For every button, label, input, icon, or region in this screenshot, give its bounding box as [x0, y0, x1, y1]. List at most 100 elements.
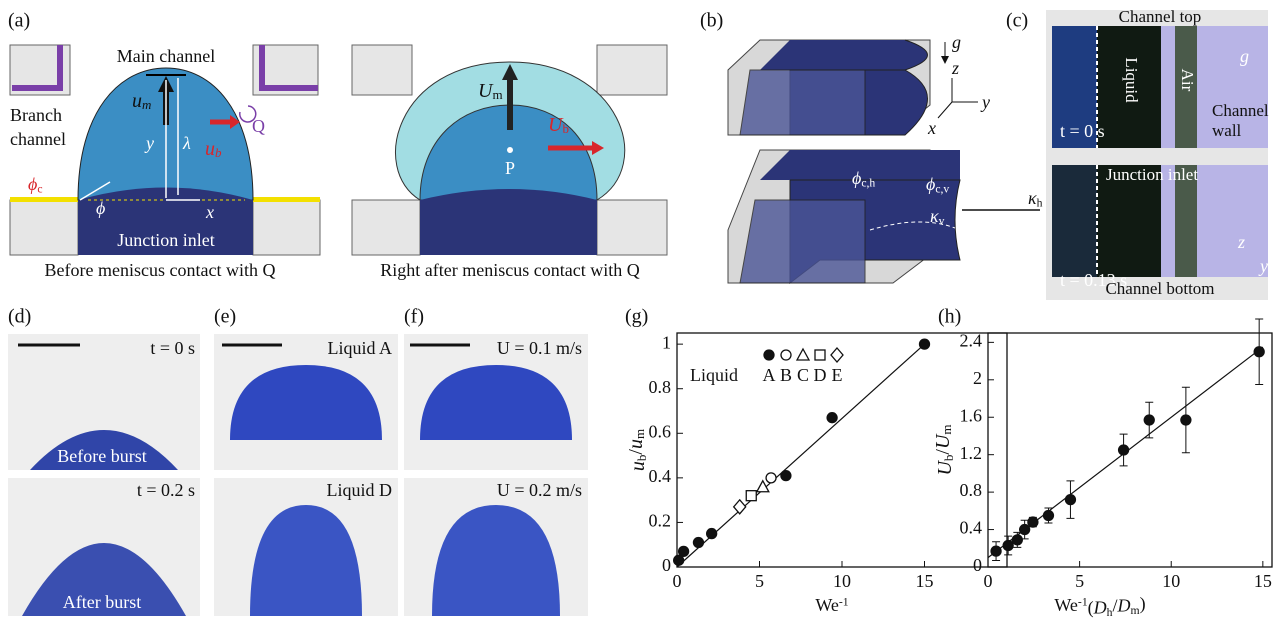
label: κh — [1028, 188, 1043, 209]
y-tick-label: 1 — [662, 332, 671, 352]
label-part: κ — [930, 206, 939, 226]
label-part: b — [562, 121, 569, 136]
x-tick-label: 5 — [755, 571, 764, 591]
point — [707, 529, 717, 539]
label: z — [951, 58, 959, 78]
label: x — [927, 118, 936, 138]
label-part: u — [132, 90, 142, 112]
panel-label: (d) — [8, 306, 31, 328]
label: t = 0 s — [150, 338, 195, 358]
point — [1144, 415, 1154, 425]
point — [920, 339, 930, 349]
label: Branch — [10, 105, 62, 125]
label: t = 0 s — [1060, 121, 1105, 141]
y-tick-label: 0.2 — [649, 511, 672, 531]
x-axis-label: We-1 — [815, 595, 848, 615]
label-part: We — [1054, 595, 1078, 615]
y-tick-label: 0.4 — [649, 466, 672, 486]
legend-label: D — [814, 365, 827, 385]
x-tick-label: 0 — [673, 571, 682, 591]
point — [827, 413, 837, 423]
label: P — [505, 158, 515, 178]
label-part: m — [142, 97, 151, 112]
y-axis-label: Ub/Um — [931, 424, 955, 475]
point — [815, 350, 825, 360]
label: Before burst — [57, 446, 146, 466]
panel-label: (e) — [214, 306, 236, 328]
label: Liquid A — [327, 338, 392, 358]
point — [831, 348, 843, 362]
label: Right after meniscus contact with Q — [380, 260, 639, 280]
photo-c — [1046, 10, 1268, 300]
label: Junction inlet — [117, 230, 215, 250]
point — [1119, 445, 1129, 455]
label: Liquid D — [327, 480, 393, 500]
label-part: We — [815, 595, 839, 615]
label-part: ϕ — [28, 174, 37, 194]
y-tick-label: 0.8 — [649, 377, 672, 397]
y-tick-label: 0 — [973, 555, 982, 575]
point — [734, 500, 746, 514]
label: y — [980, 92, 990, 112]
y-tick-label: 0.8 — [960, 480, 983, 500]
legend-label: C — [797, 365, 809, 385]
point — [797, 349, 809, 360]
panel-label: (g) — [625, 306, 648, 328]
panel-label: (b) — [700, 10, 723, 32]
label: wall — [1212, 121, 1242, 140]
schematic-a-left — [10, 45, 320, 255]
point — [991, 546, 1001, 556]
label-part: D — [1117, 596, 1131, 616]
label-part: ϕ — [926, 174, 935, 194]
label: Channel bottom — [1105, 279, 1214, 298]
point — [781, 350, 791, 360]
label-part: v — [939, 214, 945, 227]
label: channel — [10, 129, 66, 149]
label: Liquid — [1122, 57, 1141, 103]
x-tick-label: 10 — [833, 571, 851, 591]
x-tick-label: 10 — [1162, 571, 1180, 591]
label: g — [1240, 46, 1249, 66]
label: ϕc — [28, 174, 43, 195]
point — [764, 350, 774, 360]
label: ϕ — [96, 198, 105, 218]
label-part: ) — [1140, 594, 1146, 615]
label-part: b — [215, 145, 222, 160]
y-tick-label: 2 — [973, 368, 982, 388]
point — [1065, 495, 1075, 505]
label: Q — [252, 116, 265, 136]
label-part: u — [205, 138, 215, 160]
label-part: u — [624, 439, 646, 449]
label-part: m — [1131, 604, 1140, 617]
y-tick-label: 2.4 — [960, 330, 983, 350]
panel-label: (c) — [1006, 10, 1028, 32]
label: U = 0.2 m/s — [497, 480, 582, 500]
y-axis-label: ub/um — [624, 429, 648, 471]
label: Channel — [1212, 101, 1269, 120]
point — [1003, 540, 1013, 550]
point — [746, 491, 756, 501]
x-axis-label: We-1(Dh/Dm) — [1054, 594, 1145, 619]
label-part: h — [1037, 196, 1043, 209]
label: Channel top — [1119, 7, 1202, 26]
point — [1012, 535, 1022, 545]
legend-label: B — [780, 365, 792, 385]
label-part: c,h — [861, 176, 875, 189]
label-part: -1 — [839, 595, 849, 608]
panel-label: (a) — [8, 10, 30, 32]
figure: (a)(b)(c)(d)(e)(f)(g)(h)Main channelBran… — [0, 0, 1278, 620]
label: z — [1237, 232, 1245, 252]
label: y — [1258, 256, 1268, 276]
label: Before meniscus contact with Q — [45, 260, 276, 280]
label: t = 0.2 s — [137, 480, 195, 500]
point — [1020, 525, 1030, 535]
y-tick-label: 0.4 — [960, 518, 983, 538]
label: x — [205, 202, 214, 222]
label-part: D — [1093, 598, 1107, 618]
point — [1181, 415, 1191, 425]
label: Air — [1178, 69, 1197, 92]
label-part: c — [37, 182, 42, 195]
point — [1254, 347, 1264, 357]
panel-label: (f) — [404, 306, 424, 328]
x-tick-label: 0 — [984, 571, 993, 591]
